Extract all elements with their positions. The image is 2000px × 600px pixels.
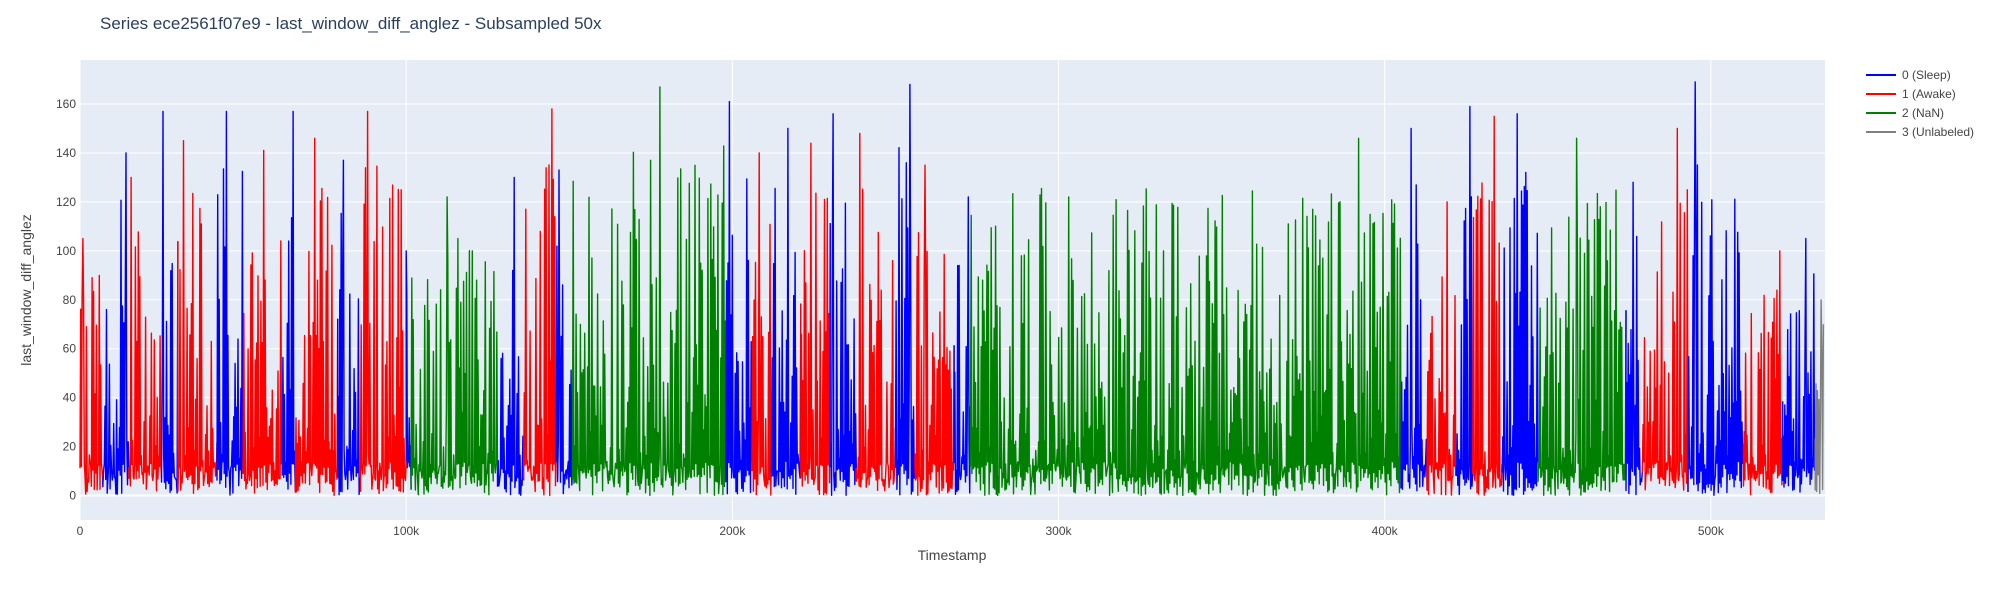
series-segment-1-awake xyxy=(855,132,897,492)
series-segment-0-sleep xyxy=(555,169,574,495)
series-segment-2-nan xyxy=(410,196,499,496)
series-segment-0-sleep xyxy=(1687,81,1745,496)
legend-item[interactable]: 0 (Sleep) xyxy=(1866,68,1951,82)
x-tick-label: 300k xyxy=(1045,524,1072,538)
series-segment-2-nan xyxy=(1537,137,1627,496)
series-segment-1-awake xyxy=(1742,250,1784,496)
legend-label: 1 (Awake) xyxy=(1902,87,1956,101)
series-segment-1-awake xyxy=(177,139,218,494)
legend[interactable]: 0 (Sleep) 1 (Awake) 2 (NaN) 3 (Unlabeled) xyxy=(1866,68,1974,139)
data-series xyxy=(79,81,1825,497)
y-tick-label: 40 xyxy=(63,391,77,405)
series-segment-1-awake xyxy=(1426,201,1458,496)
y-tick-label: 140 xyxy=(56,146,76,160)
series-segment-0-sleep xyxy=(953,196,972,495)
series-segment-0-sleep xyxy=(894,83,916,496)
y-tick-label: 120 xyxy=(56,195,76,209)
series-segment-2-nan xyxy=(969,137,1402,497)
chart-title: Series ece2561f07e9 - last_window_diff_a… xyxy=(100,14,602,33)
x-tick-label: 0 xyxy=(77,524,84,538)
x-tick-label: 400k xyxy=(1372,524,1399,538)
series-segment-0-sleep xyxy=(1501,113,1539,496)
y-tick-label: 80 xyxy=(63,293,77,307)
series-segment-0-sleep xyxy=(102,152,130,495)
series-segment-0-sleep xyxy=(496,176,525,496)
series-segment-1-awake xyxy=(914,164,955,496)
series-segment-0-sleep xyxy=(281,110,296,492)
legend-item[interactable]: 3 (Unlabeled) xyxy=(1866,125,1974,139)
series-segment-1-awake xyxy=(242,149,283,494)
series-segment-1-awake xyxy=(294,137,339,497)
series-segment-1-awake xyxy=(128,176,163,492)
axis-ticks: 0 20 40 60 80 100 120 140 160 0 100k 200k 300k 400k 50… xyxy=(56,97,1725,538)
x-tick-label: 500k xyxy=(1698,524,1725,538)
x-tick-label: 200k xyxy=(719,524,746,538)
series-segment-0-sleep xyxy=(216,110,244,496)
series-segment-0-sleep xyxy=(1455,105,1474,496)
series-segment-3-unlabeled xyxy=(1814,299,1825,495)
series-segment-0-sleep xyxy=(1400,127,1428,492)
series-segment-1-awake xyxy=(1641,127,1689,493)
y-tick-label: 0 xyxy=(69,489,76,503)
series-segment-0-sleep xyxy=(770,127,802,495)
legend-label: 2 (NaN) xyxy=(1902,106,1944,120)
series-segment-1-awake xyxy=(79,237,104,495)
series-segment-0-sleep xyxy=(337,159,362,496)
legend-label: 3 (Unlabeled) xyxy=(1902,125,1974,139)
series-segment-0-sleep xyxy=(725,100,753,495)
y-tick-label: 160 xyxy=(56,97,76,111)
series-segment-1-awake xyxy=(751,152,773,496)
series-segment-0-sleep xyxy=(1781,237,1816,493)
series-segment-0-sleep xyxy=(160,110,179,494)
y-tick-label: 60 xyxy=(63,342,77,356)
series-segment-2-nan xyxy=(571,86,727,497)
y-tick-label: 100 xyxy=(56,244,76,258)
series-segment-0-sleep xyxy=(405,250,412,490)
y-tick-label: 20 xyxy=(63,440,77,454)
y-axis-title: last_window_diff_anglez xyxy=(18,214,34,366)
series-segment-1-awake xyxy=(522,108,557,497)
legend-item[interactable]: 1 (Awake) xyxy=(1866,87,1956,101)
legend-label: 0 (Sleep) xyxy=(1902,68,1951,82)
x-axis-title: Timestamp xyxy=(918,547,987,563)
x-tick-label: 100k xyxy=(393,524,420,538)
series-segment-0-sleep xyxy=(829,113,857,496)
series-segment-0-sleep xyxy=(1625,181,1643,496)
series-segment-1-awake xyxy=(800,142,831,496)
series-segment-1-awake xyxy=(1471,115,1503,496)
legend-item[interactable]: 2 (NaN) xyxy=(1866,106,1944,120)
series-segment-1-awake xyxy=(359,110,407,495)
